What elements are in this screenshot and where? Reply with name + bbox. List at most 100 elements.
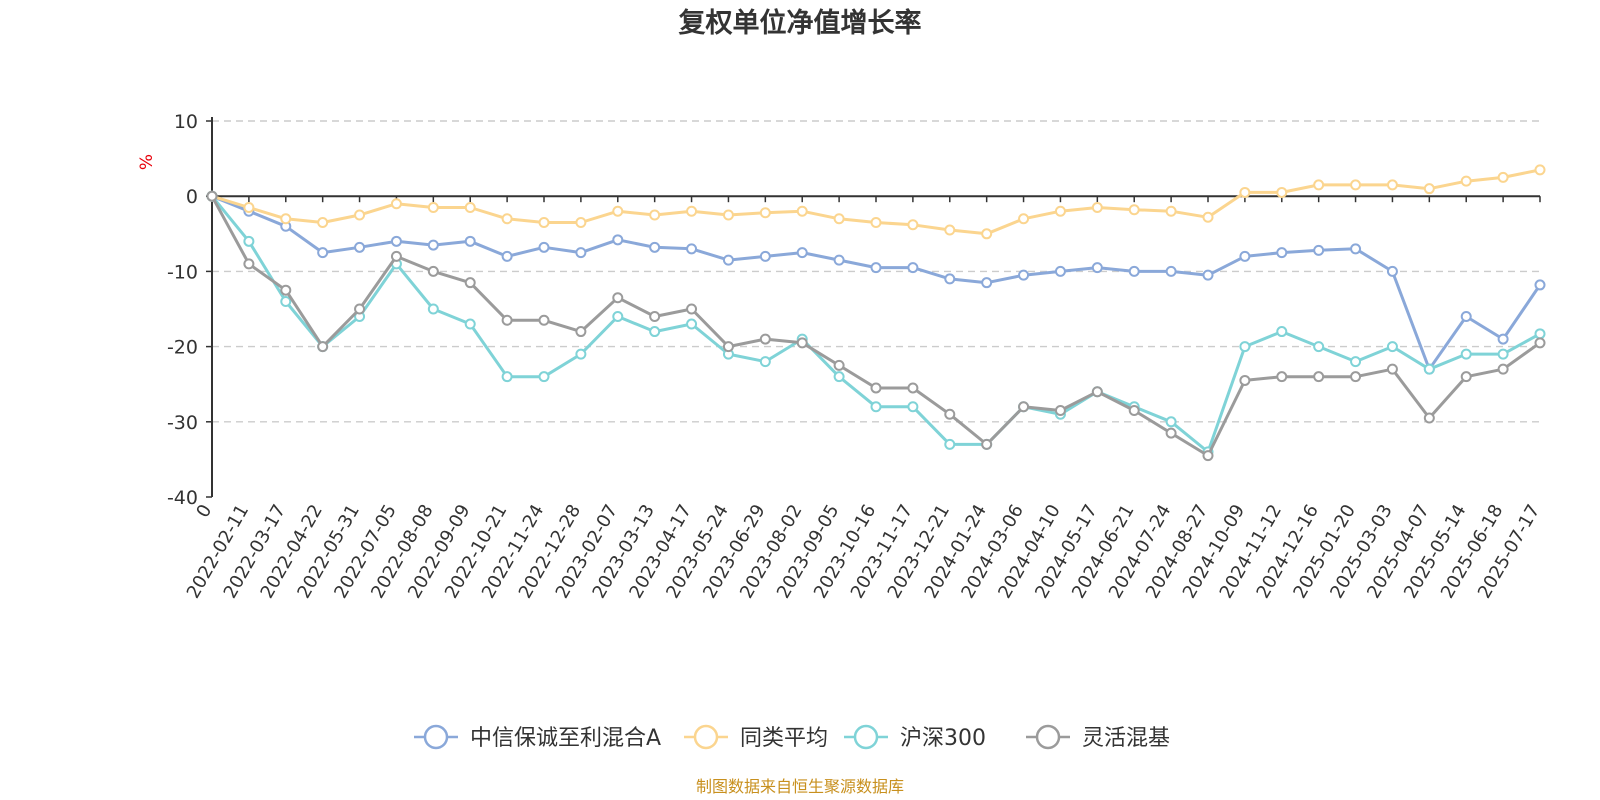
data-point — [981, 438, 993, 450]
data-point — [390, 235, 402, 247]
data-point — [390, 250, 402, 262]
data-point — [649, 241, 661, 253]
data-point — [1202, 211, 1214, 223]
data-point — [1313, 371, 1325, 383]
data-point — [1276, 371, 1288, 383]
data-point — [1018, 213, 1030, 225]
data-point — [243, 258, 255, 270]
data-point — [870, 401, 882, 413]
data-point — [649, 311, 661, 323]
data-point — [1165, 205, 1177, 217]
data-point — [1165, 265, 1177, 277]
data-point — [1460, 175, 1472, 187]
data-point — [1091, 201, 1103, 213]
data-point — [1165, 427, 1177, 439]
data-point — [1313, 179, 1325, 191]
data-point — [870, 262, 882, 274]
data-point — [464, 235, 476, 247]
x-tick-label: 0 — [192, 501, 216, 521]
data-point — [1128, 265, 1140, 277]
data-point — [1128, 204, 1140, 216]
chart-title: 复权单位净值增长率 — [679, 7, 922, 39]
data-point — [354, 241, 366, 253]
data-point — [1497, 171, 1509, 183]
data-point — [981, 277, 993, 289]
data-point — [759, 207, 771, 219]
data-point — [1497, 333, 1509, 345]
data-point — [944, 438, 956, 450]
legend-item[interactable]: 中信保诚至利混合A — [414, 724, 661, 751]
source-note: 制图数据来自恒生聚源数据库 — [696, 777, 904, 796]
data-point — [1423, 183, 1435, 195]
data-point — [1054, 405, 1066, 417]
y-axis: 10 0 -10 -20 -30 -40 — [167, 111, 213, 509]
data-point — [1239, 186, 1251, 198]
data-point — [1350, 179, 1362, 191]
data-point — [1018, 269, 1030, 281]
data-point — [1460, 348, 1472, 360]
data-point — [759, 250, 771, 262]
data-point — [1018, 401, 1030, 413]
data-point — [796, 247, 808, 259]
legend-marker-icon — [853, 724, 879, 750]
y-axis-unit: % — [137, 154, 157, 170]
data-point — [1350, 356, 1362, 368]
data-point — [1091, 262, 1103, 274]
data-point — [1386, 341, 1398, 353]
data-point — [1091, 386, 1103, 398]
data-point — [722, 209, 734, 221]
data-point — [1054, 205, 1066, 217]
data-point — [1497, 363, 1509, 375]
legend[interactable]: 中信保诚至利混合A 同类平均 沪深300 灵活混基 — [414, 724, 1170, 751]
data-point — [501, 213, 513, 225]
data-point — [612, 292, 624, 304]
data-point — [1239, 374, 1251, 386]
data-point — [796, 337, 808, 349]
data-point — [1350, 243, 1362, 255]
data-point — [1350, 371, 1362, 383]
y-tick-label: -40 — [167, 487, 198, 509]
y-tick-label: 10 — [174, 111, 198, 133]
series-lines — [206, 164, 1546, 462]
data-point — [907, 262, 919, 274]
data-point — [759, 333, 771, 345]
series-line-2 — [210, 194, 1542, 454]
data-point — [686, 318, 698, 330]
series-line-3 — [210, 194, 1542, 458]
data-point — [759, 356, 771, 368]
y-tick-label: -20 — [167, 337, 198, 359]
data-point — [1276, 247, 1288, 259]
data-point — [1460, 371, 1472, 383]
data-point — [981, 228, 993, 240]
data-point — [501, 314, 513, 326]
data-point — [1202, 450, 1214, 462]
data-point — [575, 348, 587, 360]
data-point — [833, 213, 845, 225]
data-point — [870, 382, 882, 394]
data-point — [206, 190, 218, 202]
data-point — [427, 239, 439, 251]
legend-marker-icon — [423, 724, 449, 750]
data-point — [317, 341, 329, 353]
data-point — [280, 295, 292, 307]
data-point — [1128, 405, 1140, 417]
data-point — [907, 382, 919, 394]
data-point — [538, 371, 550, 383]
y-tick-label: 0 — [186, 186, 198, 208]
data-point — [354, 209, 366, 221]
data-point — [1386, 363, 1398, 375]
legend-item[interactable]: 同类平均 — [684, 724, 828, 751]
data-point — [1239, 250, 1251, 262]
data-point — [944, 408, 956, 420]
legend-marker-icon — [1035, 724, 1061, 750]
data-point — [1534, 164, 1546, 176]
legend-marker-icon — [693, 724, 719, 750]
legend-item[interactable]: 灵活混基 — [1026, 724, 1170, 751]
data-point — [1423, 363, 1435, 375]
data-point — [612, 205, 624, 217]
data-point — [538, 217, 550, 229]
legend-item[interactable]: 沪深300 — [844, 724, 986, 751]
data-point — [464, 277, 476, 289]
data-point — [317, 247, 329, 259]
